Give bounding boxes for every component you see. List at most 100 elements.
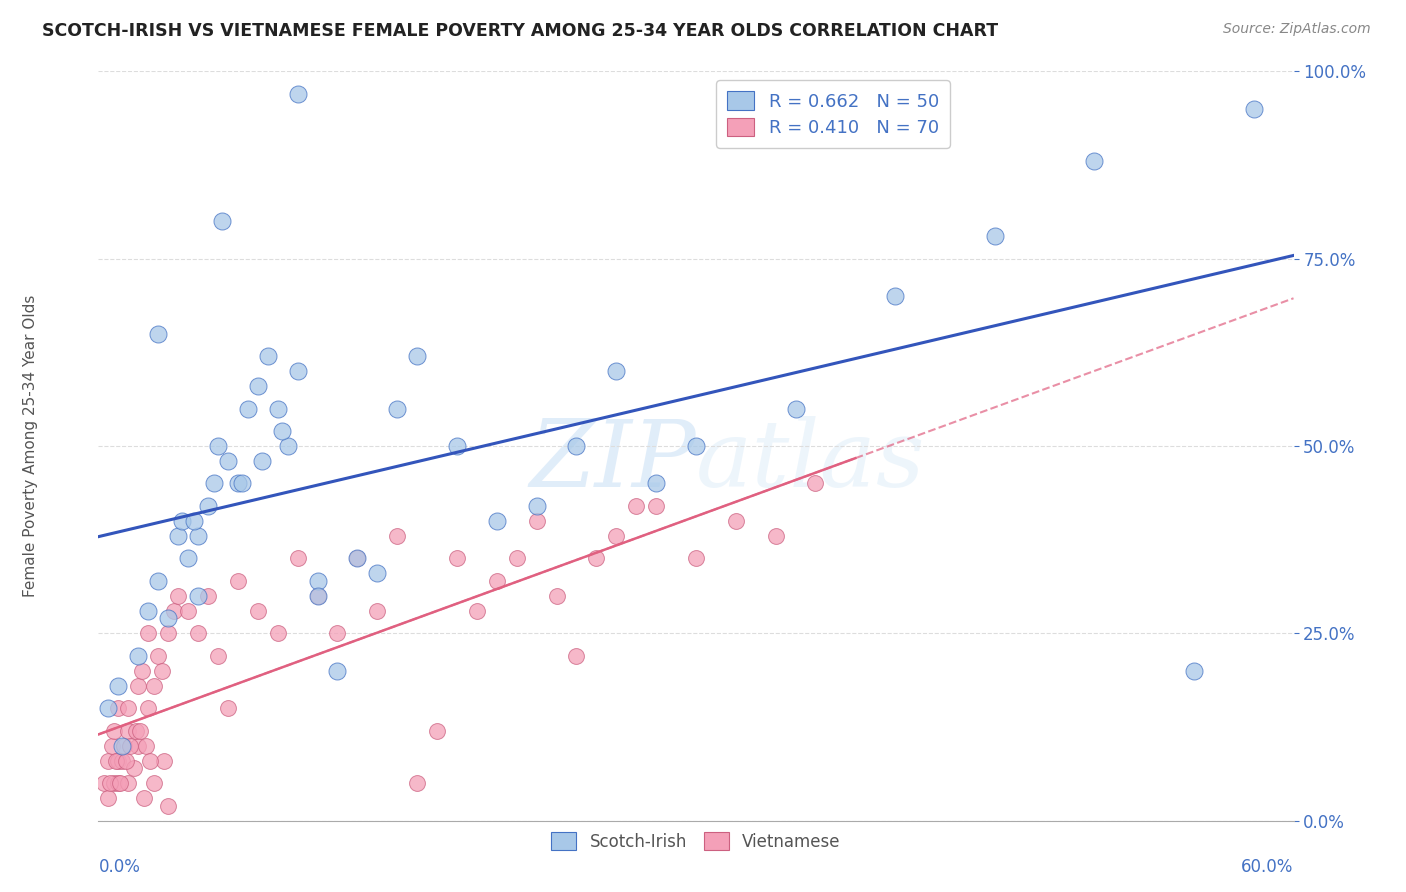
Point [526, 514, 548, 528]
Point [724, 514, 747, 528]
Point [366, 566, 388, 581]
Point [307, 574, 329, 588]
Point [127, 739, 149, 753]
Point [148, 326, 170, 341]
Point [136, 604, 159, 618]
Point [526, 499, 548, 513]
Point [626, 499, 648, 513]
Point [135, 739, 157, 753]
Point [157, 611, 180, 625]
Point [167, 589, 190, 603]
Point [605, 364, 627, 378]
Point [426, 723, 449, 738]
Point [117, 723, 139, 738]
Point [645, 476, 668, 491]
Point [585, 551, 607, 566]
Point [139, 754, 162, 768]
Point [124, 761, 146, 775]
Point [211, 214, 233, 228]
Point [107, 701, 129, 715]
Point [236, 401, 259, 416]
Point [125, 723, 148, 738]
Point [150, 664, 173, 678]
Point [202, 476, 225, 491]
Point [157, 798, 180, 813]
Text: 0.0%: 0.0% [98, 858, 141, 876]
Point [546, 589, 568, 603]
Point [685, 551, 707, 566]
Point [506, 551, 529, 566]
Point [217, 701, 239, 715]
Point [103, 776, 125, 790]
Point [346, 551, 368, 566]
Point [1182, 664, 1205, 678]
Point [385, 529, 409, 543]
Point [177, 604, 200, 618]
Point [107, 679, 129, 693]
Point [117, 701, 139, 715]
Point [565, 439, 588, 453]
Point [115, 754, 138, 768]
Point [97, 701, 120, 715]
Legend: Scotch-Irish, Vietnamese: Scotch-Irish, Vietnamese [544, 826, 848, 857]
Text: atlas: atlas [696, 416, 925, 506]
Point [685, 439, 707, 453]
Point [111, 739, 134, 753]
Point [105, 754, 128, 768]
Point [307, 589, 329, 603]
Point [267, 626, 290, 640]
Text: 60.0%: 60.0% [1241, 858, 1294, 876]
Point [785, 401, 807, 416]
Point [765, 529, 787, 543]
Point [804, 476, 827, 491]
Point [112, 739, 135, 753]
Point [485, 574, 508, 588]
Point [187, 589, 209, 603]
Point [346, 551, 368, 566]
Point [406, 349, 429, 363]
Point [103, 723, 125, 738]
Point [385, 401, 409, 416]
Point [136, 626, 159, 640]
Point [884, 289, 907, 303]
Point [226, 574, 249, 588]
Point [307, 589, 329, 603]
Point [645, 499, 668, 513]
Point [287, 87, 309, 101]
Point [287, 551, 309, 566]
Point [267, 401, 290, 416]
Point [270, 424, 292, 438]
Point [485, 514, 508, 528]
Point [120, 739, 142, 753]
Point [117, 776, 139, 790]
Point [207, 648, 229, 663]
Point [167, 529, 190, 543]
Point [256, 349, 278, 363]
Point [134, 791, 156, 805]
Point [98, 776, 122, 790]
Point [153, 754, 176, 768]
Point [287, 364, 309, 378]
Point [157, 626, 180, 640]
Point [1083, 154, 1105, 169]
Point [177, 551, 200, 566]
Point [107, 754, 129, 768]
Point [1243, 102, 1265, 116]
Point [187, 529, 209, 543]
Text: Source: ZipAtlas.com: Source: ZipAtlas.com [1223, 22, 1371, 37]
Point [93, 776, 115, 790]
Point [565, 648, 588, 663]
Point [111, 754, 134, 768]
Point [217, 454, 239, 468]
Point [366, 604, 388, 618]
Text: SCOTCH-IRISH VS VIETNAMESE FEMALE POVERTY AMONG 25-34 YEAR OLDS CORRELATION CHAR: SCOTCH-IRISH VS VIETNAMESE FEMALE POVERT… [42, 22, 998, 40]
Point [226, 476, 249, 491]
Point [446, 551, 468, 566]
Point [187, 626, 209, 640]
Point [148, 648, 170, 663]
Point [143, 776, 166, 790]
Point [465, 604, 488, 618]
Point [110, 776, 132, 790]
Point [97, 754, 120, 768]
Point [984, 229, 1007, 244]
